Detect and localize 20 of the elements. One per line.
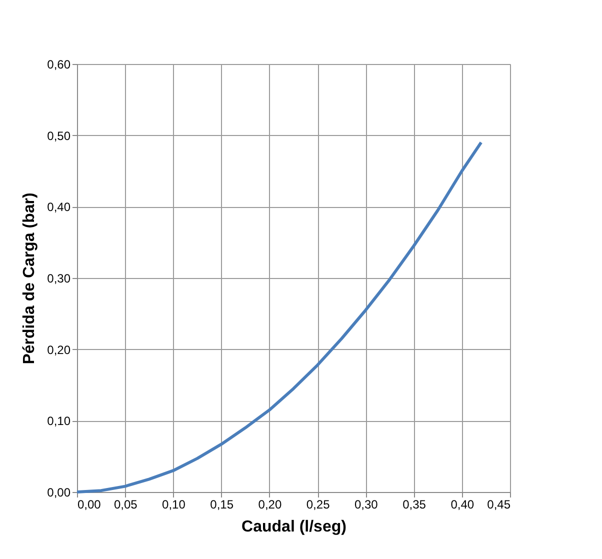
x-tick-label: 0,20 (258, 498, 282, 512)
y-tick-label: 0,20 (47, 342, 71, 357)
y-tick-label: 0,30 (47, 272, 71, 286)
x-tick-label: 0,30 (354, 498, 378, 512)
x-tick-label: 0,05 (114, 498, 138, 512)
x-tick-label: 0,35 (402, 498, 426, 512)
y-tick-label: 0,10 (47, 414, 71, 428)
y-tick-label: 0,00 (47, 486, 71, 500)
x-tick-label: 0,00 (78, 498, 102, 512)
x-axis-title: Caudal (l/seg) (242, 518, 346, 536)
y-tick-label: 0,40 (47, 200, 71, 214)
y-tick-label: 0,60 (47, 58, 71, 72)
x-tick-label: 0,40 (450, 498, 474, 512)
x-tick-label: 0,45 (487, 498, 511, 512)
y-axis-title: Pérdida de Carga (bar) (21, 192, 38, 364)
x-tick-label: 0,25 (306, 498, 330, 512)
line-series (76, 140, 483, 494)
x-tick-label: 0,10 (162, 498, 186, 512)
x-tick-label: 0,15 (210, 498, 234, 512)
y-tick-label: 0,50 (47, 128, 71, 143)
